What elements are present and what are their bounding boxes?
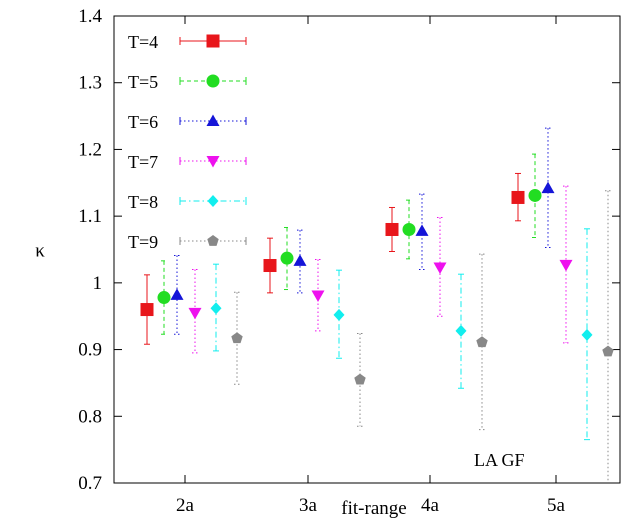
y-tick-label: 0.7 <box>78 473 102 494</box>
series-T=5 <box>157 153 542 335</box>
data-point <box>581 328 593 341</box>
x-tick-label: 3a <box>299 495 318 516</box>
plot-frame <box>113 15 621 484</box>
y-tick-label: 0.9 <box>78 340 102 361</box>
data-point <box>385 222 399 236</box>
legend: T=4 T=5 T=6 T=7 T=8 T=9 <box>128 32 247 252</box>
series-T=4 <box>140 172 525 345</box>
x-tick-label: 2a <box>176 495 195 516</box>
data-point <box>541 181 555 194</box>
annotation: LA GF <box>474 450 525 470</box>
y-tick-label: 1.4 <box>78 6 102 27</box>
series-T=7 <box>188 185 573 354</box>
data-point <box>231 332 243 344</box>
data-point <box>210 302 222 315</box>
data-point <box>511 190 525 204</box>
legend-label: T=8 <box>128 192 158 212</box>
data-point <box>354 373 366 385</box>
data-point <box>263 259 277 273</box>
data-point <box>157 291 171 305</box>
series-T=6 <box>170 127 555 335</box>
data-point <box>476 336 488 348</box>
data-point <box>602 345 614 357</box>
x-tick-label: 4a <box>421 495 440 516</box>
data-point <box>333 308 345 321</box>
legend-label: T=9 <box>128 232 158 252</box>
y-axis-ticks: 0.7 0.8 0.9 1 1.1 1.2 1.3 1.4 <box>78 6 620 494</box>
legend-label: T=6 <box>128 112 158 132</box>
y-tick-label: 1 <box>93 273 103 294</box>
y-tick-label: 1.2 <box>78 139 102 160</box>
data-point <box>170 288 184 300</box>
x-axis-ticks: 2a 3a 4a 5a <box>176 16 566 516</box>
legend-label: T=7 <box>128 152 158 172</box>
data-point <box>311 290 325 303</box>
data-marks <box>140 127 614 484</box>
legend-label: T=4 <box>128 32 158 52</box>
y-tick-label: 0.8 <box>78 406 102 427</box>
legend-marker <box>206 156 220 168</box>
legend-marker <box>206 74 220 88</box>
legend-marker <box>206 34 220 48</box>
data-point <box>433 262 447 275</box>
data-point <box>188 307 202 320</box>
data-point <box>455 324 467 337</box>
data-point <box>293 254 307 266</box>
data-point <box>528 188 542 202</box>
y-axis-label: κ <box>35 240 45 261</box>
legend-marker <box>206 114 220 126</box>
x-axis-label: fit-range <box>341 498 406 519</box>
legend-marker <box>207 195 219 207</box>
series-T=9 <box>231 190 614 484</box>
legend-label: T=5 <box>128 72 158 92</box>
y-tick-label: 1.1 <box>78 206 102 227</box>
x-tick-label: 5a <box>547 495 566 516</box>
data-point <box>140 303 154 317</box>
legend-marker <box>207 235 219 246</box>
data-point <box>415 224 429 236</box>
y-tick-label: 1.3 <box>78 73 102 94</box>
data-point <box>280 251 294 265</box>
data-point <box>402 222 416 236</box>
data-point <box>559 259 573 272</box>
series-T=8 <box>210 228 593 441</box>
